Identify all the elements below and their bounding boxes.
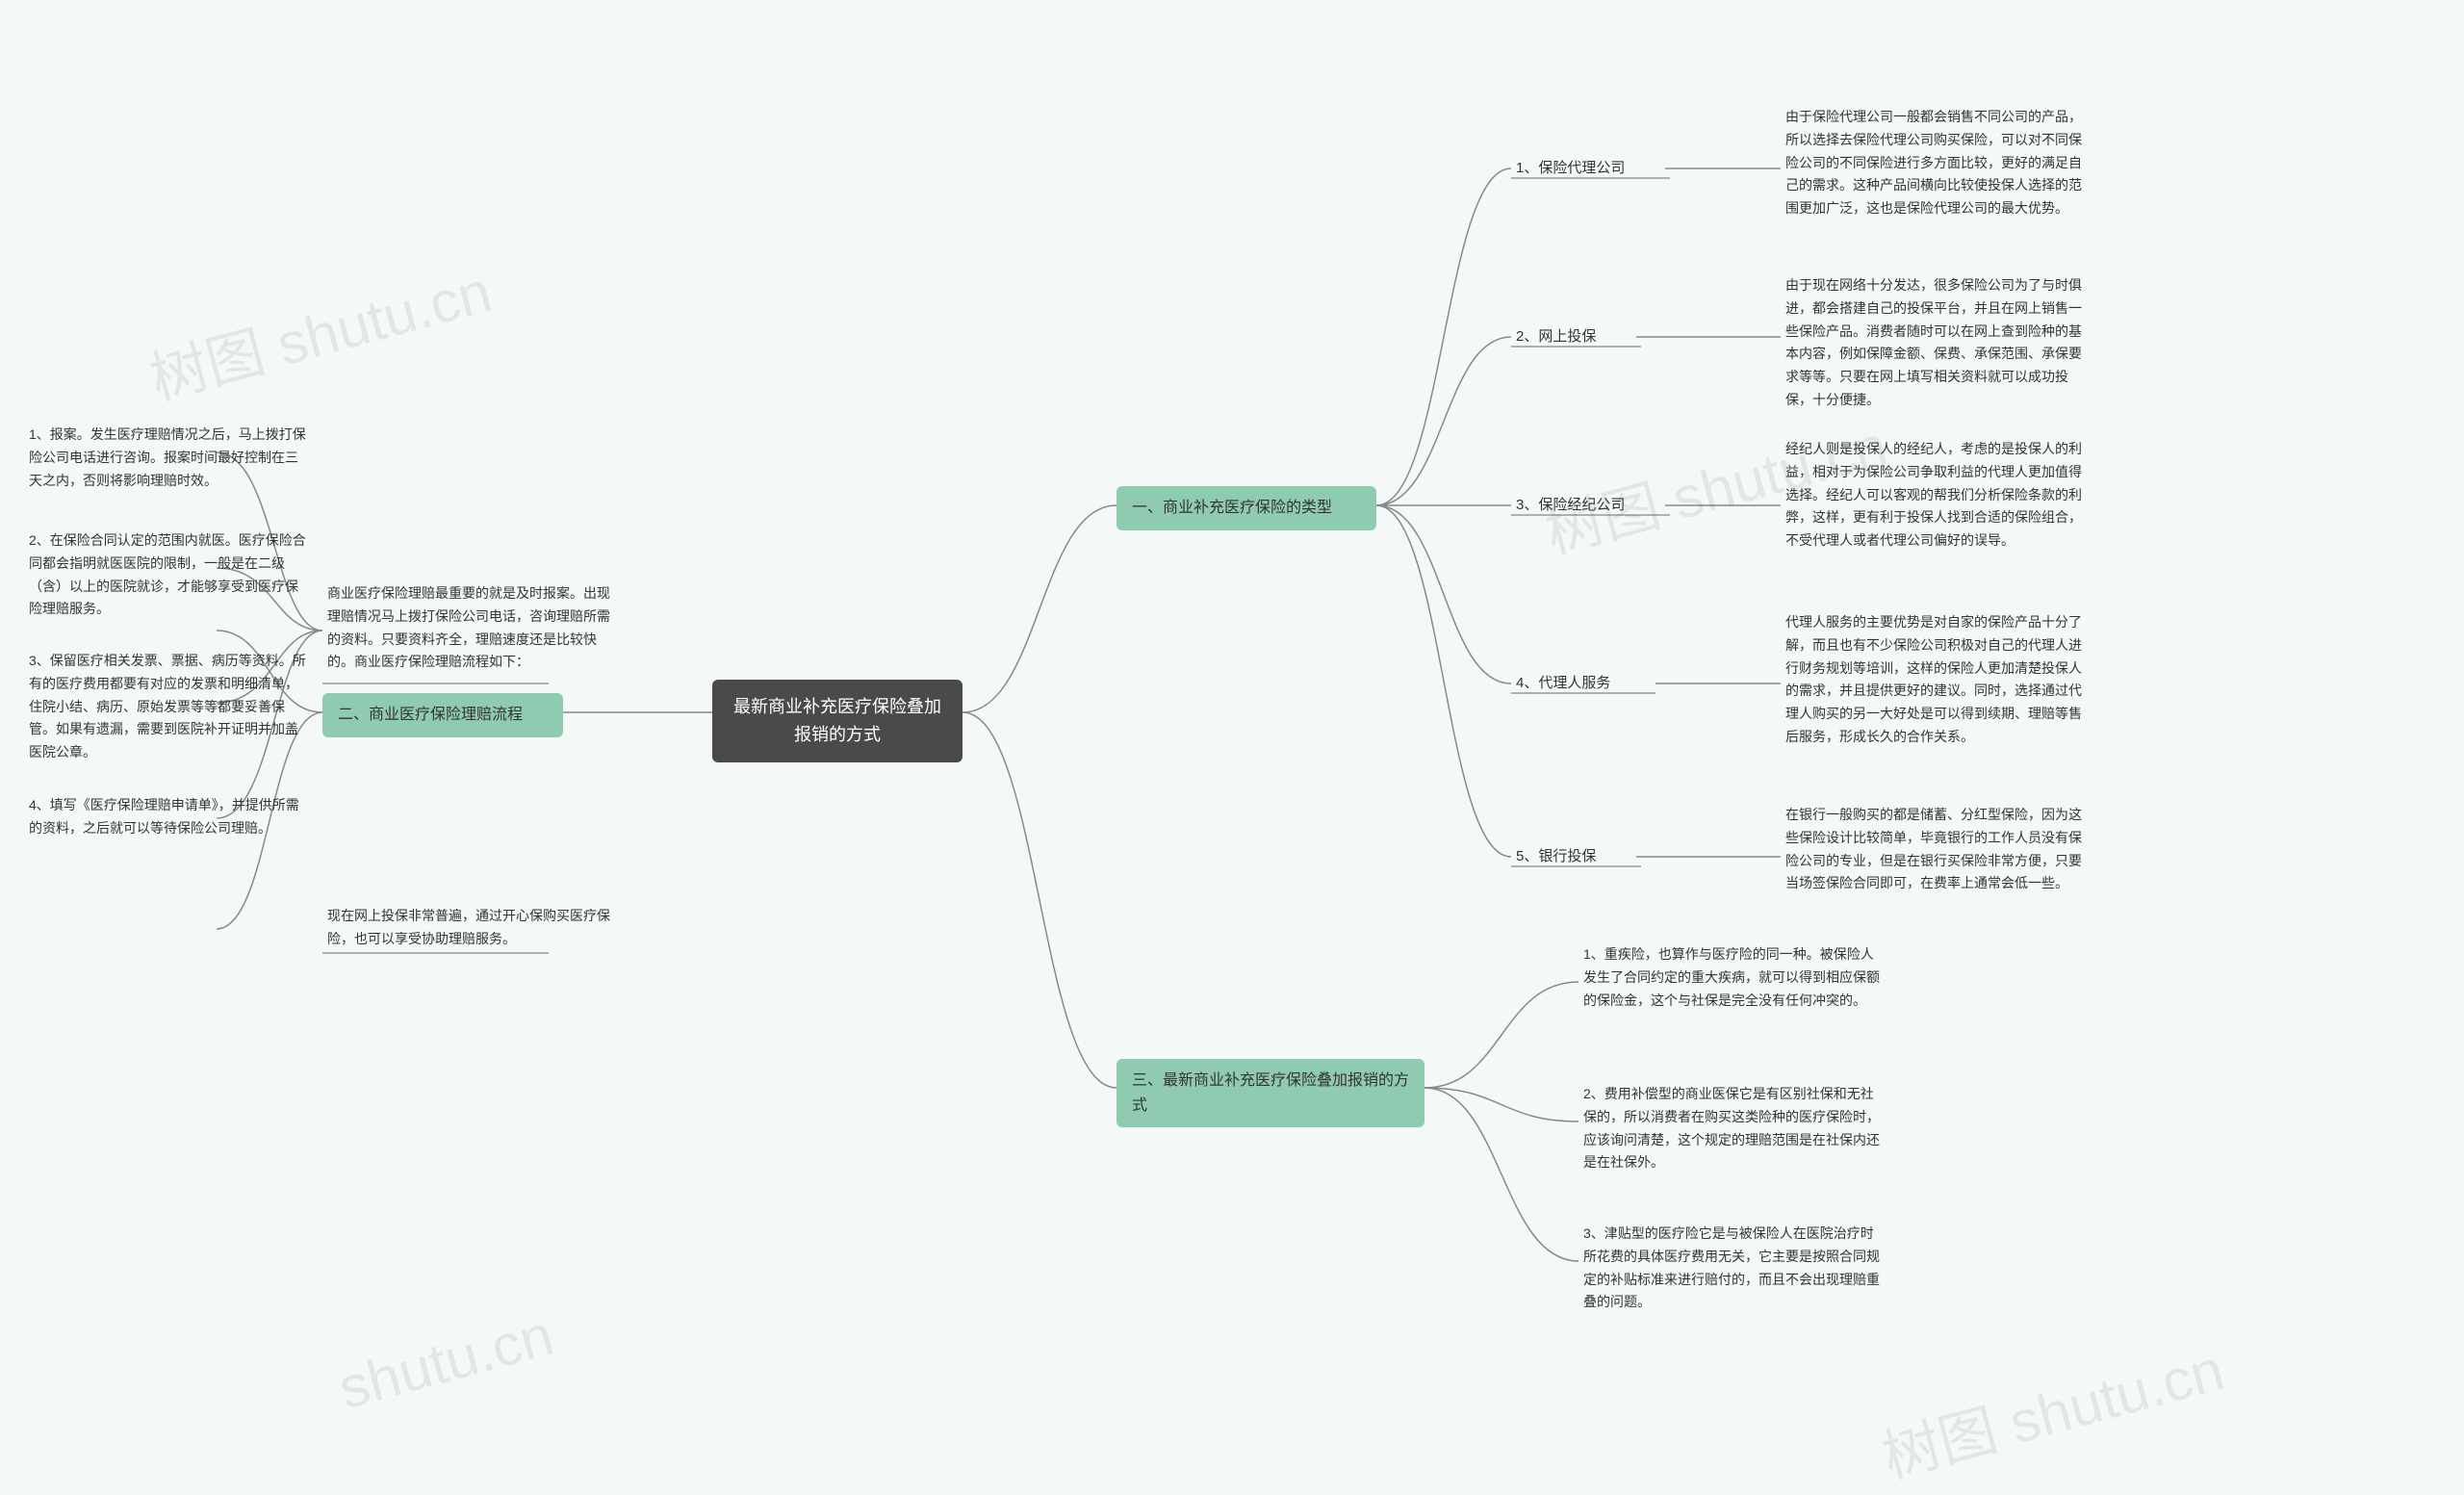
- claims-online-text: 现在网上投保非常普遍，通过开心保购买医疗保险，也可以享受协助理赔服务。: [327, 908, 610, 946]
- method-1: 1、重疾险，也算作与医疗险的同一种。被保险人发生了合同约定的重大疾病，就可以得到…: [1583, 943, 1882, 1012]
- sub-agent-company-label: 1、保险代理公司: [1516, 160, 1625, 176]
- watermark-4: 树图 shutu.cn: [1872, 1323, 2232, 1494]
- sub-online: 2、网上投保: [1516, 325, 1596, 348]
- branch-types-label: 一、商业补充医疗保险的类型: [1132, 500, 1332, 516]
- method-3-text: 3、津贴型的医疗险它是与被保险人在医院治疗时所花费的具体医疗费用无关，它主要是按…: [1583, 1225, 1880, 1309]
- branch-claims: 二、商业医疗保险理赔流程: [322, 693, 563, 737]
- step-1-text: 1、报案。发生医疗理赔情况之后，马上拨打保险公司电话进行咨询。报案时间最好控制在…: [29, 426, 306, 488]
- sub-agent-service: 4、代理人服务: [1516, 672, 1610, 695]
- method-2-text: 2、费用补偿型的商业医保它是有区别社保和无社保的，所以消费者在购买这类险种的医疗…: [1583, 1086, 1880, 1170]
- sub-online-label: 2、网上投保: [1516, 328, 1596, 345]
- watermark-3: shutu.cn: [332, 1302, 560, 1422]
- desc-online: 由于现在网络十分发达，很多保险公司为了与时俱进，都会搭建自己的投保平台，并且在网…: [1785, 274, 2084, 412]
- root-node: 最新商业补充医疗保险叠加报销的方式: [712, 680, 962, 762]
- branch-methods-label: 三、最新商业补充医疗保险叠加报销的方式: [1132, 1072, 1409, 1114]
- branch-types: 一、商业补充医疗保险的类型: [1116, 486, 1376, 530]
- method-3: 3、津贴型的医疗险它是与被保险人在医院治疗时所花费的具体医疗费用无关，它主要是按…: [1583, 1223, 1882, 1314]
- sub-bank: 5、银行投保: [1516, 845, 1596, 868]
- branch-claims-label: 二、商业医疗保险理赔流程: [338, 707, 523, 723]
- desc-online-text: 由于现在网络十分发达，很多保险公司为了与时俱进，都会搭建自己的投保平台，并且在网…: [1785, 277, 2082, 407]
- claims-intro: 商业医疗保险理赔最重要的就是及时报案。出现理赔情况马上拨打保险公司电话，咨询理赔…: [327, 582, 621, 674]
- step-4: 4、填写《医疗保险理赔申请单》，并提供所需的资料，之后就可以等待保险公司理赔。: [29, 794, 308, 840]
- desc-bank-text: 在银行一般购买的都是储蓄、分红型保险，因为这些保险设计比较简单，毕竟银行的工作人…: [1785, 807, 2082, 890]
- root-label: 最新商业补充医疗保险叠加报销的方式: [733, 697, 941, 744]
- desc-agent-service: 代理人服务的主要优势是对自家的保险产品十分了解，而且也有不少保险公司积极对自己的…: [1785, 611, 2084, 749]
- sub-bank-label: 5、银行投保: [1516, 848, 1596, 864]
- desc-bank: 在银行一般购买的都是储蓄、分红型保险，因为这些保险设计比较简单，毕竟银行的工作人…: [1785, 804, 2084, 895]
- branch-methods: 三、最新商业补充医疗保险叠加报销的方式: [1116, 1059, 1424, 1127]
- desc-broker-text: 经纪人则是投保人的经纪人，考虑的是投保人的利益，相对于为保险公司争取利益的代理人…: [1785, 441, 2082, 548]
- claims-online: 现在网上投保非常普遍，通过开心保购买医疗保险，也可以享受协助理赔服务。: [327, 905, 621, 951]
- step-1: 1、报案。发生医疗理赔情况之后，马上拨打保险公司电话进行咨询。报案时间最好控制在…: [29, 424, 308, 492]
- step-3-text: 3、保留医疗相关发票、票据、病历等资料。所有的医疗费用都要有对应的发票和明细清单…: [29, 653, 306, 760]
- step-4-text: 4、填写《医疗保险理赔申请单》，并提供所需的资料，之后就可以等待保险公司理赔。: [29, 797, 299, 836]
- sub-agent-service-label: 4、代理人服务: [1516, 675, 1610, 691]
- sub-broker: 3、保险经纪公司: [1516, 494, 1625, 517]
- desc-agent-service-text: 代理人服务的主要优势是对自家的保险产品十分了解，而且也有不少保险公司积极对自己的…: [1785, 614, 2082, 744]
- step-2: 2、在保险合同认定的范围内就医。医疗保险合同都会指明就医医院的限制，一般是在二级…: [29, 529, 308, 621]
- method-1-text: 1、重疾险，也算作与医疗险的同一种。被保险人发生了合同约定的重大疾病，就可以得到…: [1583, 946, 1880, 1008]
- sub-broker-label: 3、保险经纪公司: [1516, 497, 1625, 513]
- step-3: 3、保留医疗相关发票、票据、病历等资料。所有的医疗费用都要有对应的发票和明细清单…: [29, 650, 308, 764]
- method-2: 2、费用补偿型的商业医保它是有区别社保和无社保的，所以消费者在购买这类险种的医疗…: [1583, 1083, 1882, 1174]
- desc-agent-company-text: 由于保险代理公司一般都会销售不同公司的产品，所以选择去保险代理公司购买保险，可以…: [1785, 109, 2082, 216]
- claims-intro-text: 商业医疗保险理赔最重要的就是及时报案。出现理赔情况马上拨打保险公司电话，咨询理赔…: [327, 585, 610, 669]
- sub-agent-company: 1、保险代理公司: [1516, 157, 1625, 180]
- desc-broker: 经纪人则是投保人的经纪人，考虑的是投保人的利益，相对于为保险公司争取利益的代理人…: [1785, 438, 2084, 553]
- step-2-text: 2、在保险合同认定的范围内就医。医疗保险合同都会指明就医医院的限制，一般是在二级…: [29, 532, 306, 616]
- desc-agent-company: 由于保险代理公司一般都会销售不同公司的产品，所以选择去保险代理公司购买保险，可以…: [1785, 106, 2084, 220]
- watermark-1: 树图 shutu.cn: [140, 245, 500, 416]
